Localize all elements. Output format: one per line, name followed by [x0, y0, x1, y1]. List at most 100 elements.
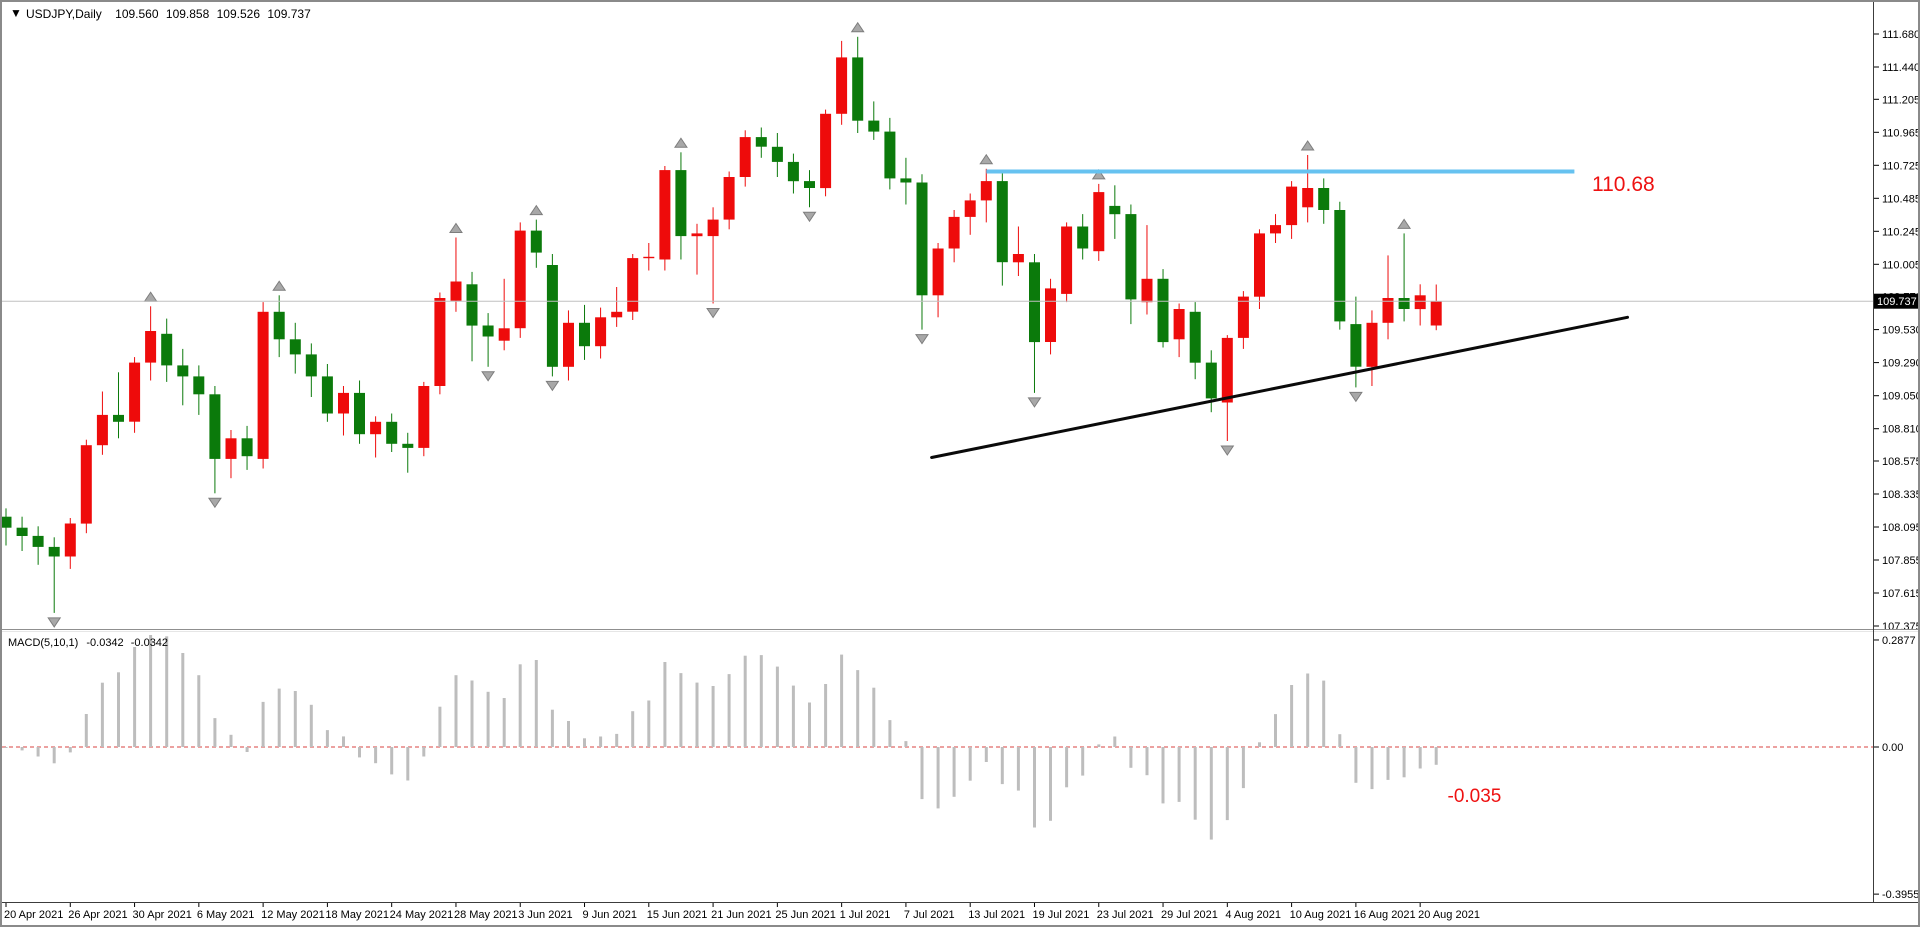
macd-axis: 0.2877 0.00 -0.3955 [1874, 635, 1918, 901]
macd-bar [647, 700, 651, 747]
candle-body [1286, 186, 1298, 226]
fractal-up-icon [850, 21, 865, 33]
candle-body [1125, 214, 1137, 300]
candle-body [289, 339, 301, 355]
macd-bar [920, 747, 924, 800]
price-tick-label: 108.095 [1882, 522, 1918, 534]
macd-bar [406, 747, 410, 781]
fractal-down-icon [481, 371, 496, 382]
macd-bar [133, 647, 137, 747]
time-tick-label: 18 May 2021 [325, 909, 389, 921]
candle-body [1398, 298, 1410, 309]
candle-body [1318, 188, 1330, 210]
macd-bar [68, 747, 72, 753]
time-tick-label: 12 May 2021 [261, 909, 325, 921]
macd-value-annotation[interactable]: -0.035 [1448, 786, 1502, 807]
macd-bar [791, 685, 795, 747]
time-tick-label: 28 May 2021 [454, 909, 518, 921]
price-tick-label: 110.245 [1882, 226, 1918, 238]
candle-body [80, 445, 92, 524]
time-tick-label: 13 Jul 2021 [968, 909, 1025, 921]
candle-body [370, 421, 382, 435]
time-tick-label: 15 Jun 2021 [647, 909, 708, 921]
macd-bar [1402, 747, 1406, 778]
fractal-up-icon [143, 291, 158, 302]
candle-body [273, 311, 285, 340]
macd-bar [1386, 747, 1390, 780]
candle-body [145, 331, 157, 363]
candle-body [611, 311, 623, 318]
macd-bar [309, 704, 313, 747]
price-tick-label: 110.965 [1882, 127, 1918, 139]
candle-body [852, 57, 864, 121]
fractal-down-icon [47, 617, 62, 628]
candle-body [32, 535, 44, 547]
candle-body [1012, 254, 1024, 263]
macd-bar [1097, 744, 1101, 747]
macd-tick-label: 0.2877 [1882, 635, 1916, 647]
fractal-down-icon [1027, 397, 1042, 408]
time-tick-label: 29 Jul 2021 [1161, 909, 1218, 921]
macd-bar [1161, 747, 1165, 804]
fractal-up-icon [1091, 168, 1106, 180]
macd-bar [615, 733, 619, 747]
candle-body [450, 281, 462, 301]
resistance-price-label[interactable]: 110.68 [1592, 173, 1655, 196]
candle-body [1366, 322, 1378, 367]
candle-body [2, 516, 12, 528]
candle-body [257, 311, 269, 459]
quote-low: 109.526 [217, 7, 261, 21]
candle-body [1061, 226, 1073, 294]
candle-body [418, 386, 430, 448]
candle-body [948, 216, 960, 249]
symbol-dropdown-icon[interactable]: ▼ [10, 6, 22, 20]
price-tick-label: 108.810 [1882, 424, 1918, 436]
candle-body [1189, 311, 1201, 363]
macd-bar [277, 688, 281, 747]
candle-body [996, 181, 1008, 263]
macd-bar [4, 747, 8, 748]
fractal-arrow-layer [47, 21, 1412, 628]
candle-body [193, 376, 205, 395]
macd-bar [599, 736, 603, 747]
quote-close: 109.737 [267, 7, 311, 21]
macd-bar [1322, 680, 1326, 747]
candle-body [787, 161, 799, 182]
fractal-down-icon [802, 211, 817, 223]
fractal-down-icon [1220, 445, 1235, 456]
macd-bar [775, 666, 779, 747]
price-tick-label: 108.335 [1882, 489, 1918, 501]
price-tick-label: 109.050 [1882, 391, 1918, 403]
price-tick-label: 111.680 [1882, 29, 1918, 41]
candle-body [1350, 324, 1362, 367]
macd-bar [342, 736, 345, 747]
time-tick-label: 21 Jun 2021 [711, 909, 772, 921]
macd-bar [1065, 747, 1069, 788]
fractal-up-icon [449, 222, 463, 234]
time-tick-label: 20 Apr 2021 [4, 909, 63, 921]
time-tick-label: 1 Jul 2021 [840, 909, 891, 921]
price-tick-label: 109.530 [1882, 325, 1918, 337]
trend-line[interactable] [930, 315, 1629, 459]
macd-bar [293, 691, 297, 747]
macd-bar [486, 691, 490, 747]
candle-body [48, 546, 60, 557]
macd-bar [1049, 747, 1052, 821]
candle-body [1205, 362, 1217, 399]
macd-bar [52, 747, 56, 764]
quote-high: 109.858 [166, 7, 210, 21]
time-tick-label: 9 Jun 2021 [583, 909, 637, 921]
macd-bar [1338, 734, 1342, 747]
macd-bar [149, 635, 153, 747]
macd-bar [261, 701, 265, 747]
macd-bar [454, 675, 458, 747]
price-tick-label: 110.725 [1882, 160, 1918, 172]
fractal-up-icon [674, 137, 688, 148]
candle-body [96, 414, 108, 446]
macd-bar [550, 709, 554, 747]
candle-body [804, 181, 815, 188]
candle-body [675, 170, 687, 237]
macd-bar [984, 747, 988, 762]
